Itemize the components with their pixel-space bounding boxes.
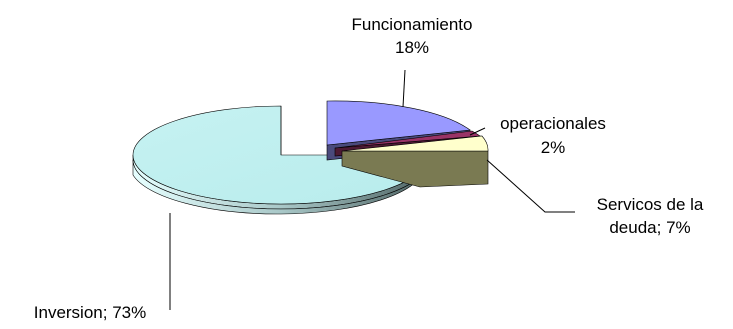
slice-inversion bbox=[132, 105, 430, 215]
label-funcionamiento-pct: 18% bbox=[395, 38, 429, 57]
slice-funcionamiento-top bbox=[326, 100, 471, 146]
slice-servicos-de-la-deuda bbox=[341, 135, 489, 188]
leader-line-funcionamiento bbox=[402, 69, 406, 108]
label-funcionamiento-name: Funcionamiento bbox=[352, 15, 473, 34]
slice-servicos-top bbox=[341, 135, 489, 152]
label-operacionales-pct: 2% bbox=[541, 138, 566, 157]
label-operacionales-name: operacionales bbox=[500, 114, 606, 133]
label-servicos-name: Servicos de la bbox=[597, 195, 704, 214]
leader-line-servicos bbox=[486, 159, 575, 213]
label-inversion: Inversion; 73% bbox=[34, 303, 146, 322]
label-servicos-pct: deuda; 7% bbox=[609, 218, 690, 237]
leader-line-operacionales bbox=[469, 127, 486, 136]
